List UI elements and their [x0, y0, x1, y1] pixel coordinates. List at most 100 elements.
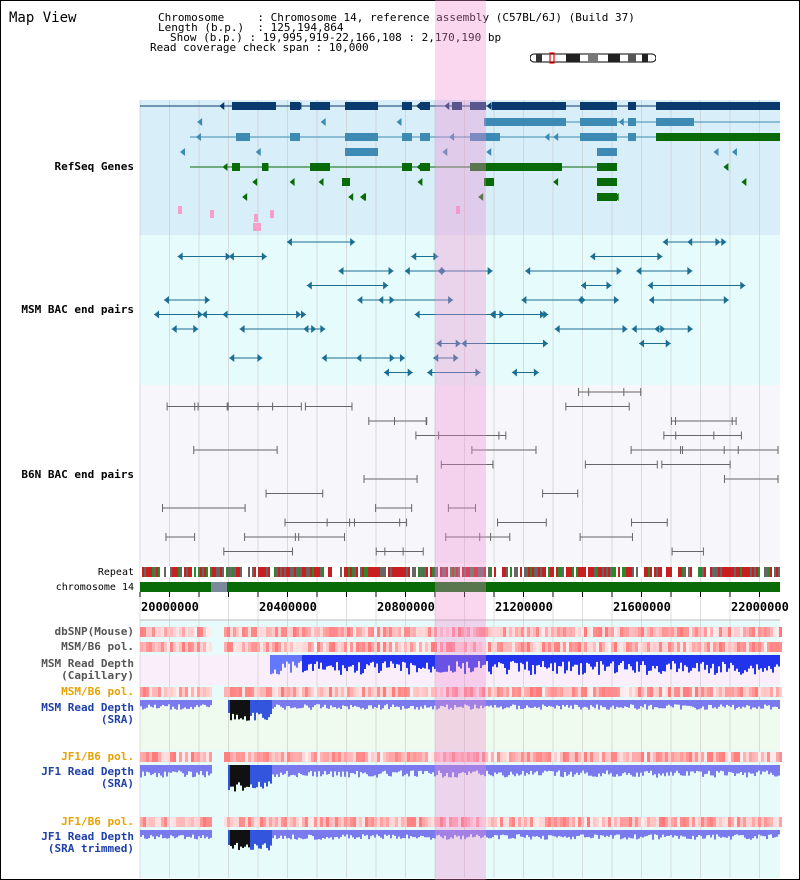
read-depth-bar: [460, 700, 462, 707]
track-label-msm-depth-capillary[interactable]: MSM Read Depth (Capillary): [41, 657, 134, 682]
polymorphism-cell: [710, 752, 713, 762]
read-depth-bar: [526, 700, 528, 706]
polymorphism-cell: [410, 627, 413, 637]
read-depth-bar: [548, 765, 550, 771]
read-depth-bar: [332, 830, 334, 840]
track-label-dbsnp[interactable]: dbSNP(Mouse): [54, 625, 134, 638]
polymorphism-cell: [674, 817, 677, 827]
read-depth-bar: [386, 655, 388, 668]
polymorphism-cell: [395, 627, 398, 637]
read-depth-bar: [466, 655, 468, 662]
repeat-cell: [494, 567, 496, 577]
read-depth-bar: [734, 830, 736, 835]
refseq-arrow: [478, 193, 484, 201]
read-depth-bar: [594, 700, 596, 709]
polymorphism-cell: [290, 642, 293, 652]
polymorphism-cell: [623, 817, 626, 827]
repeat-cell: [224, 567, 226, 577]
read-depth-bar: [260, 765, 262, 787]
repeat-cell: [398, 567, 400, 577]
track-label-msm-depth-sra[interactable]: MSM Read Depth (SRA): [41, 701, 134, 726]
polymorphism-cell: [494, 687, 497, 697]
track-label-msm-b6-pol-2[interactable]: MSM/B6 pol.: [61, 685, 134, 698]
read-depth-bar: [758, 830, 760, 835]
repeat-cell: [320, 567, 322, 577]
read-depth-bar: [430, 765, 432, 774]
polymorphism-cell: [644, 627, 647, 637]
read-depth-bar: [768, 655, 770, 667]
repeat-cell: [488, 567, 490, 577]
track-label-b6n-bac[interactable]: B6N BAC end pairs: [21, 468, 134, 481]
track-label-jf1-b6-pol-2[interactable]: JF1/B6 pol.: [61, 815, 134, 828]
read-depth-bar: [268, 765, 270, 782]
refseq-exon: [628, 133, 636, 141]
polymorphism-cell: [389, 752, 392, 762]
track-label-jf1-depth-sra[interactable]: JF1 Read Depth (SRA): [41, 765, 134, 790]
polymorphism-cell: [233, 642, 236, 652]
read-depth-bar: [178, 765, 180, 771]
read-depth-bar: [288, 765, 290, 777]
polymorphism-cell: [707, 752, 710, 762]
polymorphism-cell: [296, 627, 299, 637]
polymorphism-cell: [431, 752, 434, 762]
track-label-refseq[interactable]: RefSeq Genes: [54, 160, 134, 173]
track-label-msm-b6-pol[interactable]: MSM/B6 pol.: [61, 640, 134, 653]
polymorphism-cell: [449, 687, 452, 697]
read-depth-bar: [302, 765, 304, 776]
polymorphism-cell: [683, 687, 686, 697]
polymorphism-cell: [647, 687, 650, 697]
read-depth-bar: [668, 830, 670, 836]
read-depth-bar: [266, 700, 268, 720]
polymorphism-cell: [335, 817, 338, 827]
read-depth-bar: [238, 830, 240, 851]
track-label-jf1-b6-pol[interactable]: JF1/B6 pol.: [61, 750, 134, 763]
read-depth-bar: [772, 830, 774, 838]
read-depth-bar: [240, 830, 242, 847]
polymorphism-cell: [455, 642, 458, 652]
repeat-cell: [400, 567, 402, 577]
repeat-cell: [772, 567, 774, 577]
read-depth-bar: [374, 700, 376, 708]
read-depth-bar: [346, 700, 348, 707]
chromosome-ideogram[interactable]: [530, 52, 656, 64]
read-depth-bar: [430, 830, 432, 840]
read-depth-bar: [518, 765, 520, 776]
polymorphism-cell: [287, 687, 290, 697]
read-depth-bar: [686, 765, 688, 772]
repeat-cell: [626, 567, 628, 577]
polymorphism-cell: [395, 752, 398, 762]
refseq-exon: [402, 163, 412, 171]
polymorphism-cell: [356, 687, 359, 697]
read-depth-bar: [742, 765, 744, 775]
polymorphism-cell: [704, 687, 707, 697]
read-depth-bar: [484, 700, 486, 707]
msm-bac-end: [660, 325, 666, 333]
track-label-jf1-depth-trimmed[interactable]: JF1 Read Depth (SRA trimmed): [41, 830, 134, 855]
read-depth-bar: [658, 655, 660, 673]
polymorphism-cell: [191, 627, 194, 637]
track-label-msm-bac[interactable]: MSM BAC end pairs: [21, 303, 134, 316]
read-depth-bar: [256, 700, 258, 713]
polymorphism-cell: [542, 627, 545, 637]
repeat-cell: [430, 567, 432, 577]
read-depth-bar: [688, 830, 690, 839]
read-depth-bar: [600, 830, 602, 836]
read-depth-bar: [234, 700, 236, 720]
msm-bac-end: [407, 368, 413, 377]
polymorphism-cell: [320, 752, 323, 762]
polymorphism-cell: [707, 687, 710, 697]
read-depth-bar: [280, 830, 282, 836]
polymorphism-cell: [710, 817, 713, 827]
polymorphism-cell: [236, 752, 239, 762]
polymorphism-cell: [752, 817, 755, 827]
read-depth-bar: [324, 700, 326, 705]
read-depth-bar: [488, 700, 490, 707]
polymorphism-cell: [275, 752, 278, 762]
read-depth-bar: [556, 655, 558, 674]
read-depth-bar: [708, 700, 710, 705]
polymorphism-cell: [725, 627, 728, 637]
repeat-cell: [338, 567, 340, 577]
selection-highlight: [435, 0, 486, 880]
polymorphism-cell: [740, 642, 743, 652]
read-depth-bar: [370, 830, 372, 837]
